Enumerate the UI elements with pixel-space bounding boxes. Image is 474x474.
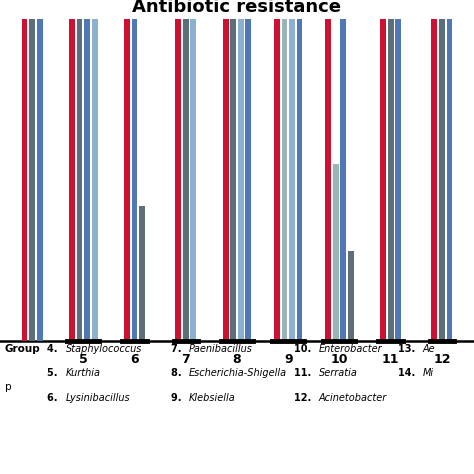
Bar [191,19,196,341]
Bar [439,19,445,341]
Bar [84,19,90,341]
Text: 7.: 7. [171,344,184,354]
Text: p: p [5,382,11,392]
Text: Staphylococcus: Staphylococcus [66,344,142,354]
Text: 5.: 5. [47,368,61,378]
Text: Klebsiella: Klebsiella [189,393,236,403]
Bar [77,19,82,341]
Bar [29,19,35,341]
Bar [132,19,137,341]
Bar [223,19,228,341]
Bar [230,19,236,341]
Text: 12.: 12. [294,393,315,403]
Bar [274,19,280,341]
Bar [69,19,75,341]
Bar [325,19,331,341]
Text: 4.: 4. [47,344,61,354]
Text: Paenibacillus: Paenibacillus [189,344,253,354]
Bar [380,19,386,341]
Text: 6.: 6. [47,393,61,403]
Title: Antibiotic resistance: Antibiotic resistance [133,0,341,16]
Bar [238,19,244,341]
Bar [183,19,189,341]
Bar [348,251,354,341]
Bar [175,19,181,341]
Text: Acinetobacter: Acinetobacter [319,393,387,403]
Bar [297,19,302,341]
Text: Lysinibacillus: Lysinibacillus [66,393,130,403]
Text: Group: Group [5,344,40,354]
Text: Mi: Mi [423,368,434,378]
Text: 14.: 14. [398,368,419,378]
Bar [282,19,287,341]
Bar [22,19,27,341]
Bar [37,19,43,341]
Bar [340,19,346,341]
Bar [431,19,437,341]
Text: 8.: 8. [171,368,185,378]
Bar [333,164,338,341]
Text: 13.: 13. [398,344,419,354]
Bar [388,19,393,341]
Text: Escherichia-Shigella: Escherichia-Shigella [189,368,287,378]
Bar [289,19,295,341]
Text: 11.: 11. [294,368,315,378]
Text: 9.: 9. [171,393,184,403]
Bar [395,19,401,341]
Text: Ae: Ae [423,344,436,354]
Text: Serratia: Serratia [319,368,357,378]
Bar [246,19,251,341]
Bar [447,19,452,341]
Bar [139,206,145,341]
Text: Kurthia: Kurthia [66,368,101,378]
Text: 10.: 10. [294,344,315,354]
Text: Enterobacter: Enterobacter [319,344,382,354]
Bar [92,19,98,341]
Bar [124,19,130,341]
